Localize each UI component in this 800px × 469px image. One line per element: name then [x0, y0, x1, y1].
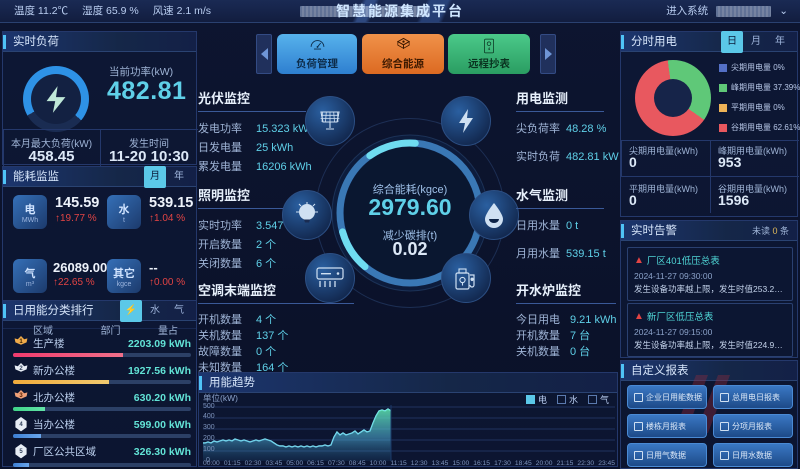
svg-text:4: 4: [488, 46, 491, 51]
